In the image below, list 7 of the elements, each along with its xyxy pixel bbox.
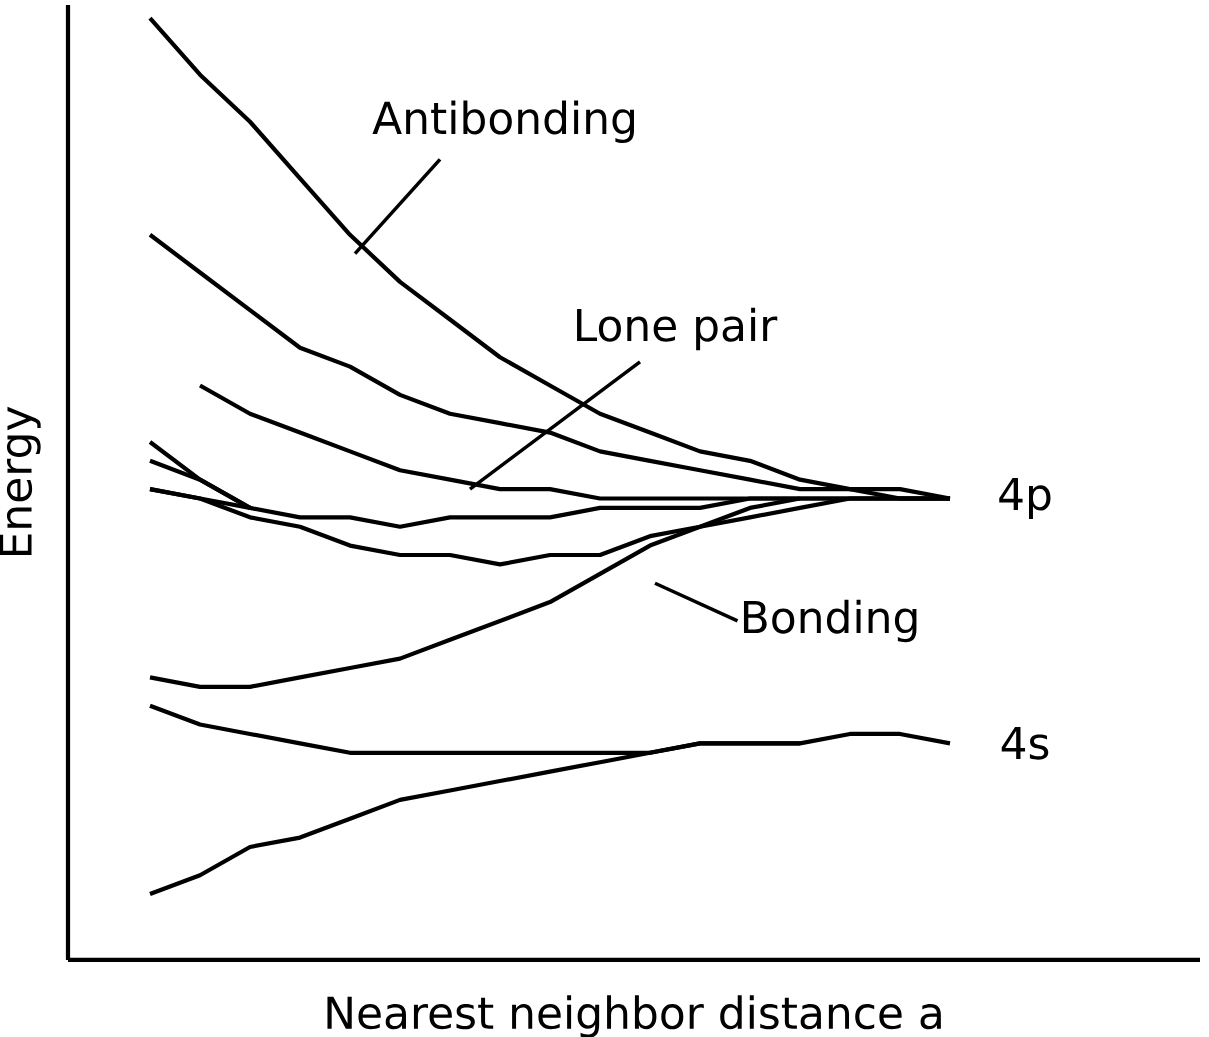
x-axis-title: Nearest neighbor distance a <box>327 995 941 1037</box>
text: 4p <box>999 477 1051 520</box>
y-axis-title: Energy <box>0 406 41 556</box>
annotation: Bonding <box>743 599 917 643</box>
annotation: Lone pair <box>577 307 778 351</box>
annotation: Antibonding <box>372 100 634 144</box>
text: 4s <box>1001 727 1049 760</box>
